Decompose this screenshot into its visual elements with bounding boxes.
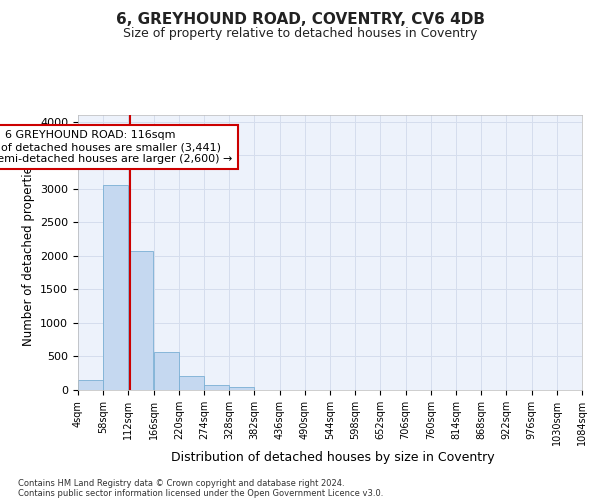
Bar [179,376,204,390]
Bar [103,185,128,390]
Bar [229,386,254,390]
Text: Distribution of detached houses by size in Coventry: Distribution of detached houses by size … [171,451,495,464]
Bar [204,385,229,390]
Text: 6, GREYHOUND ROAD, COVENTRY, CV6 4DB: 6, GREYHOUND ROAD, COVENTRY, CV6 4DB [115,12,485,28]
Bar [128,251,154,390]
Text: Contains HM Land Registry data © Crown copyright and database right 2024.: Contains HM Land Registry data © Crown c… [18,478,344,488]
Text: 6 GREYHOUND ROAD: 116sqm
← 56% of detached houses are smaller (3,441)
43% of sem: 6 GREYHOUND ROAD: 116sqm ← 56% of detach… [0,130,232,164]
Text: Size of property relative to detached houses in Coventry: Size of property relative to detached ho… [123,28,477,40]
Y-axis label: Number of detached properties: Number of detached properties [22,160,35,346]
Bar [78,380,103,390]
Text: Contains public sector information licensed under the Open Government Licence v3: Contains public sector information licen… [18,488,383,498]
Bar [154,352,179,390]
